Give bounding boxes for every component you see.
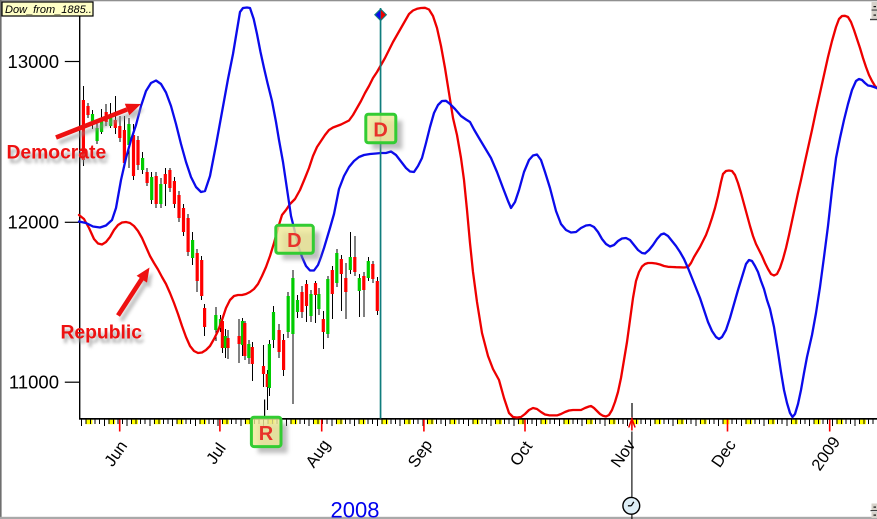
svg-text:D: D	[287, 230, 301, 252]
svg-text:2008: 2008	[331, 498, 380, 519]
svg-text:Republic: Republic	[61, 323, 143, 344]
svg-text:Democrate: Democrate	[7, 143, 107, 164]
svg-text:11000: 11000	[9, 372, 59, 393]
svg-text:Republic: Republic	[63, 327, 145, 348]
svg-text:13000: 13000	[8, 51, 59, 72]
svg-text:Dow_from_1885..: Dow_from_1885..	[5, 4, 92, 16]
svg-text:D: D	[373, 120, 387, 142]
svg-text:12000: 12000	[8, 212, 59, 233]
svg-text:Democrate: Democrate	[9, 147, 109, 168]
svg-text:R: R	[259, 423, 274, 445]
